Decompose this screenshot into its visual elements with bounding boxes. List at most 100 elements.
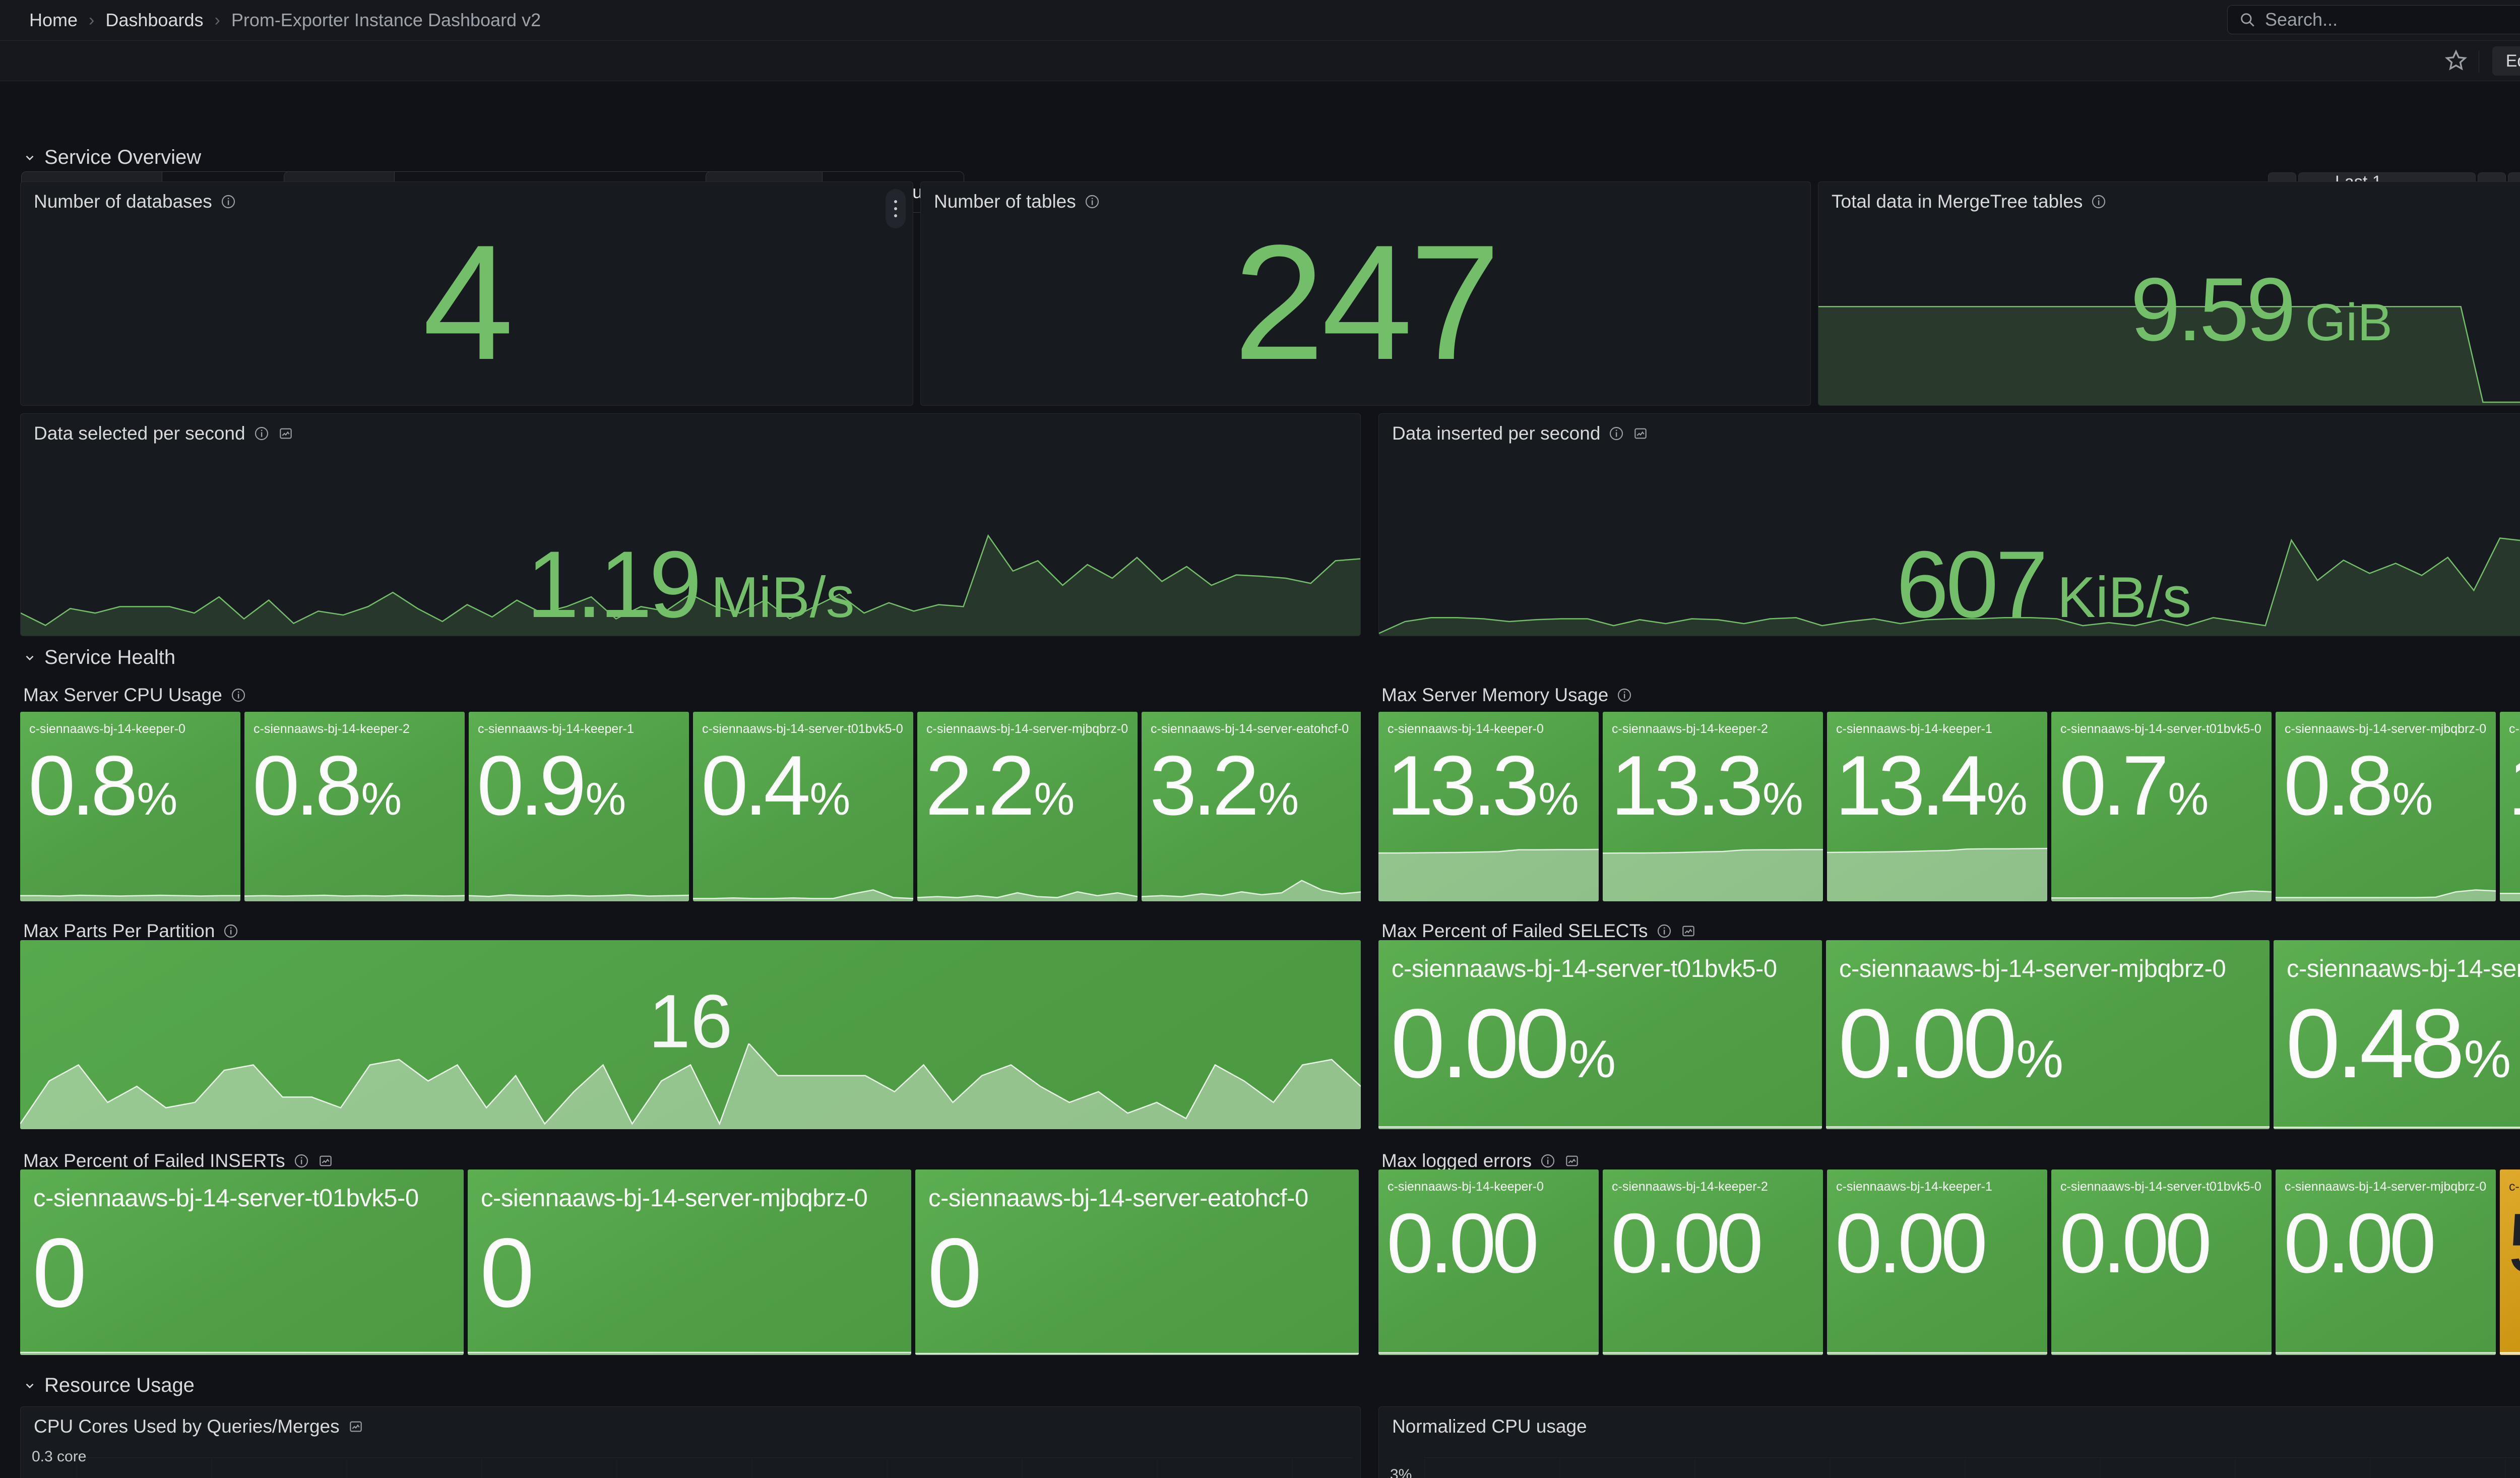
tile-label: c-siennaaws-bj-14-keeper-2 bbox=[254, 722, 410, 736]
section-service-overview[interactable]: Service Overview bbox=[23, 146, 201, 169]
favorite-star-button[interactable] bbox=[2443, 48, 2469, 76]
variables-bar: Service Name siennaaws-bj-14 Service ID … bbox=[0, 81, 2520, 213]
stat-tile[interactable]: c-siennaaws-bj-14-server-mjbqbrz-0 2.2% bbox=[917, 712, 1138, 901]
stat-tile[interactable]: c-siennaaws-bj-14-keeper-0 0.00 bbox=[1378, 1169, 1599, 1355]
panel-number-of-tables[interactable]: Number of tables 247 bbox=[920, 181, 1811, 406]
stat-tile[interactable]: c-siennaaws-bj-14-keeper-1 0.9% bbox=[469, 712, 689, 901]
tile-sparkline bbox=[20, 1169, 464, 1355]
panel-links-icon[interactable] bbox=[1632, 425, 1649, 442]
stat-tile[interactable]: c-siennaaws-bj-14-server-eatohcf-0 0 bbox=[915, 1169, 1359, 1355]
max-parts-panel[interactable]: 16 bbox=[20, 940, 1361, 1129]
info-icon[interactable] bbox=[1608, 425, 1624, 442]
tile-value: 0.00 bbox=[1835, 1195, 1988, 1290]
tile-value: 0.00% bbox=[1838, 988, 2064, 1098]
panel-total-data-mergetree[interactable]: Total data in MergeTree tables 9.59 GiB bbox=[1818, 181, 2520, 406]
tile-label: c-siennaaws-bj-14-server-mjbqbrz-0 bbox=[481, 1185, 868, 1212]
stat-tile[interactable]: c-siennaaws-bj-14-server-eatohcf-0 3.2% bbox=[1142, 712, 1361, 901]
panel-data-selected[interactable]: Data selected per second 1.19 MiB/s bbox=[20, 413, 1361, 636]
panel-menu-kebab-icon[interactable] bbox=[886, 189, 906, 228]
tile-sparkline bbox=[1378, 712, 1599, 901]
section-title: Service Health bbox=[44, 646, 176, 668]
panel-links-icon[interactable] bbox=[318, 1153, 334, 1169]
tile-value: 0.8% bbox=[2284, 737, 2433, 833]
panel-links-icon[interactable] bbox=[278, 425, 294, 442]
info-icon[interactable] bbox=[254, 425, 270, 442]
stat-tile[interactable]: c-siennaaws-bj-14-server-eatohcf-0 0.48% bbox=[2274, 940, 2520, 1129]
info-icon[interactable] bbox=[1540, 1153, 1556, 1169]
info-icon[interactable] bbox=[220, 194, 236, 210]
stat-tile[interactable]: c-siennaaws-bj-14-server-mjbqbrz-0 0.00 bbox=[2276, 1169, 2496, 1355]
stat-tile[interactable]: c-siennaaws-bj-14-server-mjbqbrz-0 0.00% bbox=[1826, 940, 2270, 1129]
tile-label: c-siennaaws-bj-14-server-eatohcf-0 bbox=[2287, 955, 2520, 982]
section-collapse-icon bbox=[26, 155, 34, 160]
stat-tile[interactable]: c-siennaaws-bj-14-server-t01bvk5-0 0.7% bbox=[2051, 712, 2272, 901]
tile-label: c-siennaaws-bj-14-server-mjbqbrz-0 bbox=[1839, 955, 2226, 982]
stat-tile[interactable]: c-siennaaws-bj-14-server-t01bvk5-0 0.00 bbox=[2051, 1169, 2272, 1355]
stat-tile[interactable]: c-siennaaws-bj-14-keeper-2 0.8% bbox=[244, 712, 465, 901]
tile-label: c-siennaaws-bj-14-server-eatohcf-0 bbox=[1151, 722, 1349, 736]
section-title: Service Overview bbox=[44, 146, 202, 168]
stat-tile[interactable]: c-siennaaws-bj-14-keeper-0 13.3% bbox=[1378, 712, 1599, 901]
edit-button-label: Edit bbox=[2505, 51, 2520, 71]
tile-value: 0.48% bbox=[2286, 988, 2511, 1098]
stat-tile[interactable]: c-siennaaws-bj-14-keeper-2 0.00 bbox=[1603, 1169, 1823, 1355]
panel-number-of-databases[interactable]: Number of databases 4 bbox=[20, 181, 913, 406]
stat-tile[interactable]: c-siennaaws-bj-14-keeper-1 13.4% bbox=[1827, 712, 2047, 901]
panel-data-inserted[interactable]: Data inserted per second 607 KiB/s bbox=[1378, 413, 2520, 636]
info-icon[interactable] bbox=[293, 1153, 309, 1169]
tile-sparkline bbox=[1603, 712, 1823, 901]
info-icon[interactable] bbox=[1616, 687, 1632, 703]
panel-links-icon[interactable] bbox=[348, 1419, 364, 1435]
info-icon[interactable] bbox=[1084, 194, 1100, 210]
breadcrumb-home[interactable]: Home bbox=[29, 10, 78, 30]
panel-title: Data inserted per second bbox=[1392, 423, 1601, 444]
stat-value: 607 KiB/s bbox=[1896, 531, 2191, 636]
tile-label: c-siennaaws-bj-14-server-mjbqbrz-0 bbox=[2285, 1180, 2487, 1194]
stat-tile[interactable]: c-siennaaws-bj-14-server-mjbqbrz-0 0.8% bbox=[2276, 712, 2496, 901]
tile-label: c-siennaaws-bj-14-server-t01bvk5-0 bbox=[2060, 722, 2261, 736]
y-axis-tick: 0.3 core bbox=[32, 1448, 87, 1465]
tile-value: 13.3% bbox=[1611, 737, 1803, 833]
panel-title: Number of tables bbox=[934, 191, 1076, 212]
stat-tile[interactable]: c-siennaaws-bj-14-keeper-2 13.3% bbox=[1603, 712, 1823, 901]
stat-tile[interactable]: c-siennaaws-bj-14-server-mjbqbrz-0 0 bbox=[468, 1169, 911, 1355]
panel-title-failed-inserts: Max Percent of Failed INSERTs bbox=[23, 1150, 334, 1172]
breadcrumb-dashboards[interactable]: Dashboards bbox=[105, 10, 204, 30]
max-cpu-tiles: c-siennaaws-bj-14-keeper-0 0.8% c-siennaaw… bbox=[20, 712, 1361, 901]
tile-label: c-siennaaws-bj-14-keeper-1 bbox=[1836, 1180, 1992, 1194]
stat-tile[interactable]: c-siennaaws-bj-14-keeper-1 0.00 bbox=[1827, 1169, 2047, 1355]
tile-label: c-siennaaws-bj-14-keeper-1 bbox=[1836, 722, 1992, 736]
section-service-health[interactable]: Service Health bbox=[23, 646, 175, 669]
info-icon[interactable] bbox=[223, 923, 239, 939]
tile-value: 0.00% bbox=[1391, 988, 1616, 1098]
top-nav: Home › Dashboards › Prom-Exporter Instan… bbox=[0, 0, 2520, 41]
tile-value: 0.00 bbox=[1387, 1195, 1539, 1290]
stat-tile[interactable]: c-siennaaws-bj-14-server-t01bvk5-0 0.00% bbox=[1378, 940, 1822, 1129]
info-icon[interactable] bbox=[230, 687, 246, 703]
tile-label: c-siennaaws-bj-14-server-t01bvk5-0 bbox=[702, 722, 903, 736]
info-icon[interactable] bbox=[2091, 194, 2107, 210]
search-placeholder: Search... bbox=[2265, 9, 2338, 30]
panel-links-icon[interactable] bbox=[1680, 923, 1696, 939]
tile-label: c-siennaaws-bj-14-keeper-2 bbox=[1612, 722, 1768, 736]
stat-tile[interactable]: c-siennaaws-bj-14-keeper-0 0.8% bbox=[20, 712, 240, 901]
tile-label: c-siennaaws-bj-14-keeper-0 bbox=[1388, 1180, 1544, 1194]
search-input[interactable]: Search... ⌘+k bbox=[2227, 5, 2520, 34]
edit-button[interactable]: Edit bbox=[2492, 46, 2520, 76]
tile-value: 0.4% bbox=[701, 737, 851, 833]
panel-title-max-memory: Max Server Memory Usage bbox=[1381, 685, 1632, 706]
panel-links-icon[interactable] bbox=[1564, 1153, 1580, 1169]
breadcrumb-separator: › bbox=[214, 10, 220, 30]
section-resource-usage[interactable]: Resource Usage bbox=[23, 1374, 195, 1397]
stat-tile[interactable]: c-siennaaws-bj-14-server-t01bvk5-0 0 bbox=[20, 1169, 464, 1355]
stat-value: 1.19 MiB/s bbox=[526, 531, 855, 636]
panel-normalized-cpu[interactable]: Normalized CPU usage 3% bbox=[1378, 1406, 2520, 1478]
stat-tile[interactable]: c-siennaaws-bj-14-server-t01bvk5-0 0.4% bbox=[693, 712, 913, 901]
stat-value: 4 bbox=[422, 211, 514, 394]
tile-value: 13.4% bbox=[1835, 737, 2028, 833]
info-icon[interactable] bbox=[1656, 923, 1672, 939]
stat-tile[interactable]: c-siennaaws-bj-14-server-eatohcf-05.00 bbox=[2500, 1169, 2520, 1355]
stat-tile[interactable]: c-siennaaws-bj-14-server-eatohcf-01.4% bbox=[2500, 712, 2520, 901]
tile-label: c-siennaaws-bj-14-server-eatohcf-0 bbox=[2509, 722, 2520, 736]
panel-cpu-cores[interactable]: CPU Cores Used by Queries/Merges 0.3 cor… bbox=[20, 1406, 1361, 1478]
